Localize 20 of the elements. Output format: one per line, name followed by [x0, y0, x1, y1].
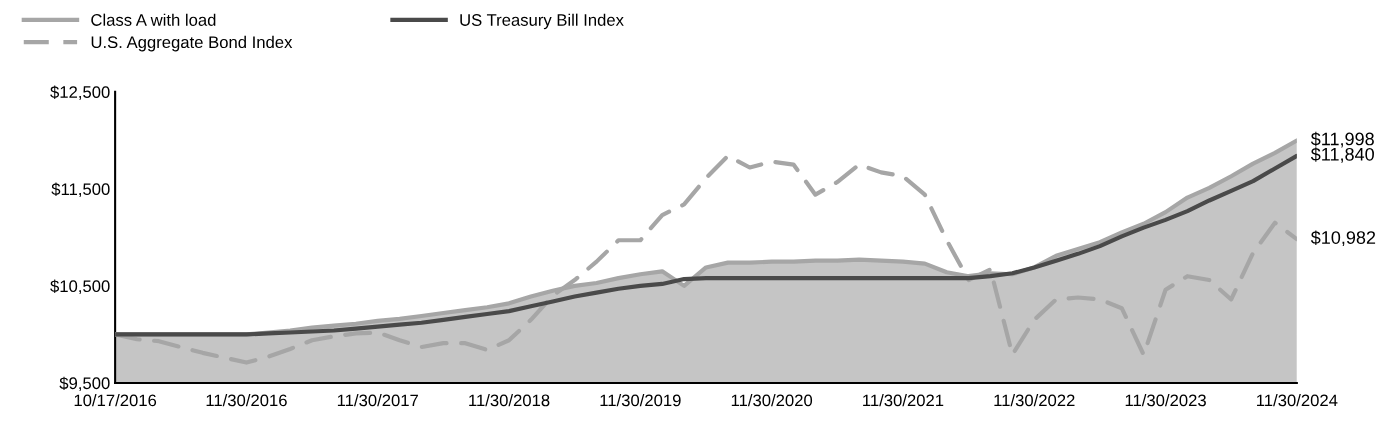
y-tick-label: $10,500: [50, 279, 110, 295]
y-tick-label: $9,500: [59, 376, 110, 392]
x-tick-label: 11/30/2017: [337, 394, 418, 407]
x-tick-label: 11/30/2023: [1125, 394, 1206, 407]
x-tick-label: 11/30/2021: [863, 394, 944, 407]
annotation: $11,840: [1310, 147, 1374, 163]
annotation: $11,998: [1310, 131, 1374, 148]
y-tick-label: $11,500: [51, 182, 110, 198]
x-tick-label: 10/17/2016: [74, 394, 157, 407]
x-tick-label: 11/30/2022: [994, 394, 1075, 407]
legend-label: Class A with load: [91, 13, 216, 26]
x-tick-label: 11/30/2019: [600, 394, 681, 407]
annotation: $10,982: [1310, 230, 1376, 247]
legend-label: U.S. Aggregate Bond Index: [91, 35, 293, 52]
x-tick-label: 11/30/2024: [1257, 394, 1338, 407]
y-tick-label: $12,500: [50, 85, 110, 100]
x-tick-label: 11/30/2020: [731, 394, 813, 407]
legend-label: US Treasury Bill Index: [460, 13, 624, 30]
x-tick-label: 11/30/2016: [206, 394, 287, 407]
x-tick-label: 11/30/2018: [469, 394, 550, 407]
